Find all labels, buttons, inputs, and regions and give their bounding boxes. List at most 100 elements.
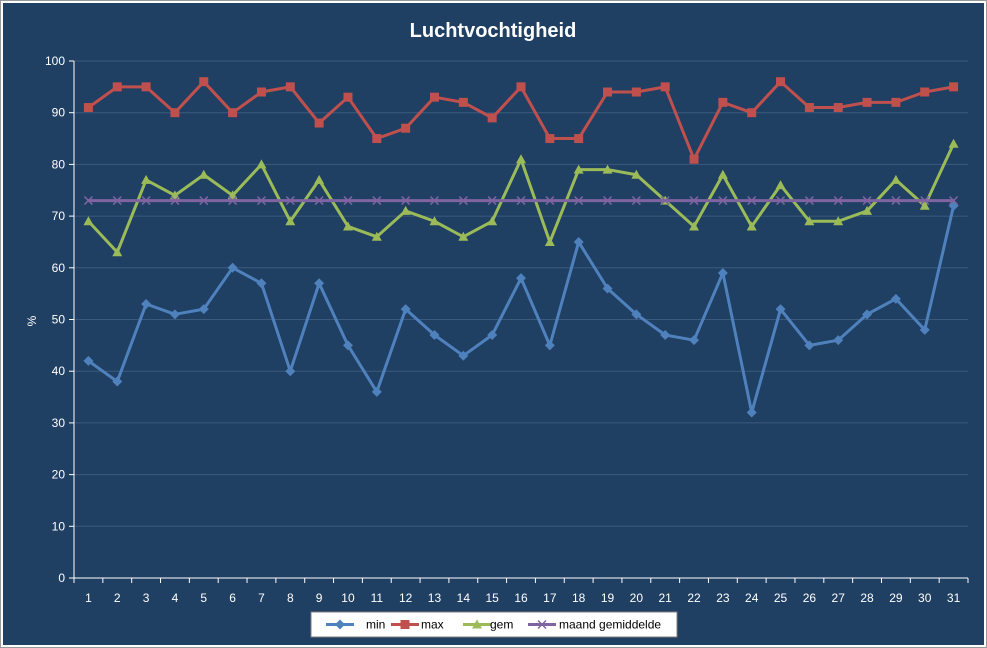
data-point-maand-gemiddelde: [545, 196, 555, 206]
data-point-max: [285, 82, 295, 92]
data-point-maand-gemiddelde: [141, 196, 151, 206]
y-tick-label: 0: [58, 571, 65, 585]
data-point-min: [112, 376, 123, 387]
x-tick-label: 7: [258, 591, 265, 605]
data-point-min: [516, 273, 526, 284]
data-point-gem: [833, 216, 844, 226]
data-point-max: [429, 92, 439, 102]
gridlines: [74, 60, 968, 527]
data-point-gem: [371, 231, 382, 241]
data-point-min: [660, 330, 671, 341]
x-tick-label: 20: [630, 591, 644, 605]
data-point-max: [401, 123, 411, 133]
data-point-gem: [112, 247, 123, 257]
x-marker-stroke: [170, 196, 180, 206]
data-point-min: [458, 350, 469, 361]
legend-item-min: min: [326, 618, 385, 632]
y-tick-label: 90: [52, 106, 66, 120]
data-point-max: [920, 87, 930, 97]
data-point-max: [949, 82, 959, 92]
x-marker-stroke: [545, 196, 555, 206]
x-marker-stroke: [718, 196, 728, 206]
data-point-maand-gemiddelde: [516, 196, 526, 206]
data-point-maand-gemiddelde: [891, 196, 901, 206]
x-tick-label: 1: [85, 591, 92, 605]
data-point-min: [544, 340, 555, 351]
x-tick-label: 27: [832, 591, 846, 605]
data-point-maand-gemiddelde: [631, 196, 641, 206]
data-point-maand-gemiddelde: [83, 196, 93, 206]
data-point-maand-gemiddelde: [256, 196, 266, 206]
data-point-gem: [746, 221, 757, 231]
data-point-max: [776, 77, 786, 87]
data-point-gem: [458, 231, 469, 241]
data-point-min: [631, 309, 642, 320]
data-point-max: [343, 92, 353, 102]
x-tick-label: 30: [918, 591, 932, 605]
chart-background: [3, 3, 984, 645]
x-marker-stroke: [920, 196, 930, 206]
x-marker-stroke: [891, 196, 901, 206]
data-point-gem: [631, 169, 642, 179]
data-point-max: [603, 87, 613, 97]
x-tick-label: 25: [774, 591, 788, 605]
data-point-maand-gemiddelde: [343, 196, 353, 206]
x-marker-stroke: [516, 196, 526, 206]
data-point-maand-gemiddelde: [401, 196, 411, 206]
legend-item-max: max: [391, 618, 444, 632]
data-point-max: [199, 77, 209, 87]
data-point-maand-gemiddelde: [574, 196, 584, 206]
data-point-maand-gemiddelde: [429, 196, 440, 206]
data-point-maand-gemiddelde: [949, 196, 959, 206]
data-point-gem: [83, 216, 94, 226]
data-point-gem: [342, 221, 353, 231]
data-point-maand-gemiddelde: [314, 196, 324, 206]
data-point-max: [487, 113, 497, 123]
x-marker-stroke: [487, 196, 497, 206]
legend-box: [310, 611, 678, 638]
legend-label: gem: [490, 618, 513, 632]
data-point-min: [256, 278, 267, 289]
data-point-maand-gemiddelde: [776, 196, 786, 206]
data-point-gem: [717, 169, 728, 179]
y-tick-label: 20: [52, 468, 66, 482]
x-marker-stroke: [602, 196, 613, 206]
data-point-max: [83, 103, 93, 113]
y-tick-label: 40: [52, 364, 66, 378]
data-point-maand-gemiddelde: [747, 196, 757, 206]
x-tick-label: 18: [572, 591, 586, 605]
data-point-gem: [689, 221, 700, 231]
data-point-gem: [573, 164, 584, 174]
data-point-max: [574, 134, 584, 144]
x-marker-stroke: [199, 196, 209, 206]
x-marker-stroke: [574, 196, 584, 206]
y-tick-label: 100: [45, 54, 65, 68]
y-tick-label: 80: [52, 157, 66, 171]
legend-label: maand gemiddelde: [559, 618, 661, 632]
legend-marker: [472, 619, 482, 629]
y-tick-label: 60: [52, 261, 66, 275]
x-marker-stroke: [256, 196, 266, 206]
x-marker-stroke: [862, 196, 872, 206]
y-tick-label: 50: [52, 313, 66, 327]
data-point-max: [804, 103, 814, 113]
x-tick-label: 31: [947, 591, 961, 605]
data-point-min: [717, 267, 728, 278]
x-marker-stroke: [458, 196, 468, 206]
x-tick-label: 6: [229, 591, 236, 605]
series-group: [83, 77, 959, 418]
data-point-maand-gemiddelde: [804, 196, 814, 206]
data-point-max: [862, 97, 872, 107]
data-point-gem: [919, 200, 930, 210]
y-tick-label: 70: [52, 209, 66, 223]
legend-label: min: [366, 618, 385, 632]
legend-marker: [335, 619, 345, 630]
data-point-max: [228, 108, 238, 118]
x-marker-stroke: [228, 196, 238, 206]
legend-label: max: [421, 618, 444, 632]
data-point-maand-gemiddelde: [228, 196, 238, 206]
data-point-max: [372, 134, 382, 144]
data-point-max: [833, 103, 843, 113]
data-point-maand-gemiddelde: [372, 196, 382, 206]
